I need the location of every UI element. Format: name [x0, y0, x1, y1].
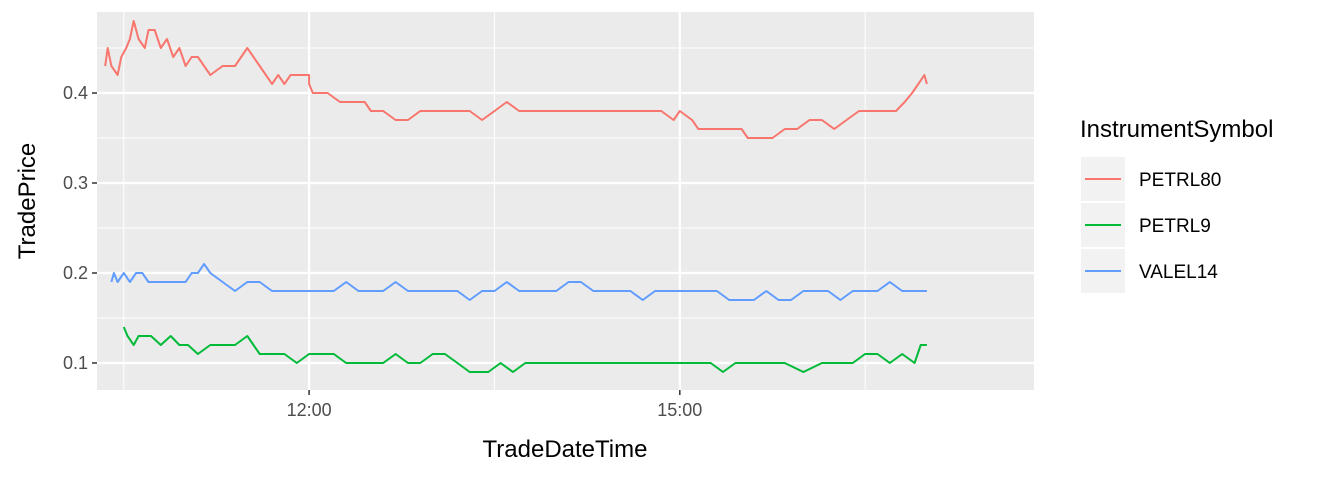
legend-label: VALEL14 — [1139, 262, 1218, 283]
x-tick-label: 12:00 — [287, 400, 332, 420]
y-tick-label: 0.1 — [63, 353, 88, 373]
series-lines — [104, 20, 928, 373]
x-axis-ticks: 12:00 15:00 — [287, 390, 702, 420]
legend-title: InstrumentSymbol — [1080, 116, 1273, 143]
y-axis-title: TradePrice — [14, 143, 41, 259]
y-tick-label: 0.3 — [63, 173, 88, 193]
y-tick-label: 0.2 — [63, 263, 88, 283]
x-axis-title: TradeDateTime — [483, 436, 648, 463]
legend-label: PETRL80 — [1139, 170, 1221, 191]
legend-items: PETRL80 PETRL9 VALEL14 — [1081, 157, 1221, 293]
y-tick-label: 0.4 — [63, 83, 88, 103]
minor-gridlines — [97, 12, 1034, 390]
legend: InstrumentSymbol PETRL80 PETRL9 VALEL14 — [1080, 116, 1273, 293]
x-tick-label: 15:00 — [657, 400, 702, 420]
series-line-valel14 — [110, 263, 927, 301]
series-line-petrl9 — [122, 326, 927, 373]
series-line-petrl80 — [104, 20, 928, 139]
legend-label: PETRL9 — [1139, 216, 1211, 237]
panel-background — [97, 12, 1034, 390]
y-axis-ticks: 0.1 0.2 0.3 0.4 — [63, 83, 97, 373]
